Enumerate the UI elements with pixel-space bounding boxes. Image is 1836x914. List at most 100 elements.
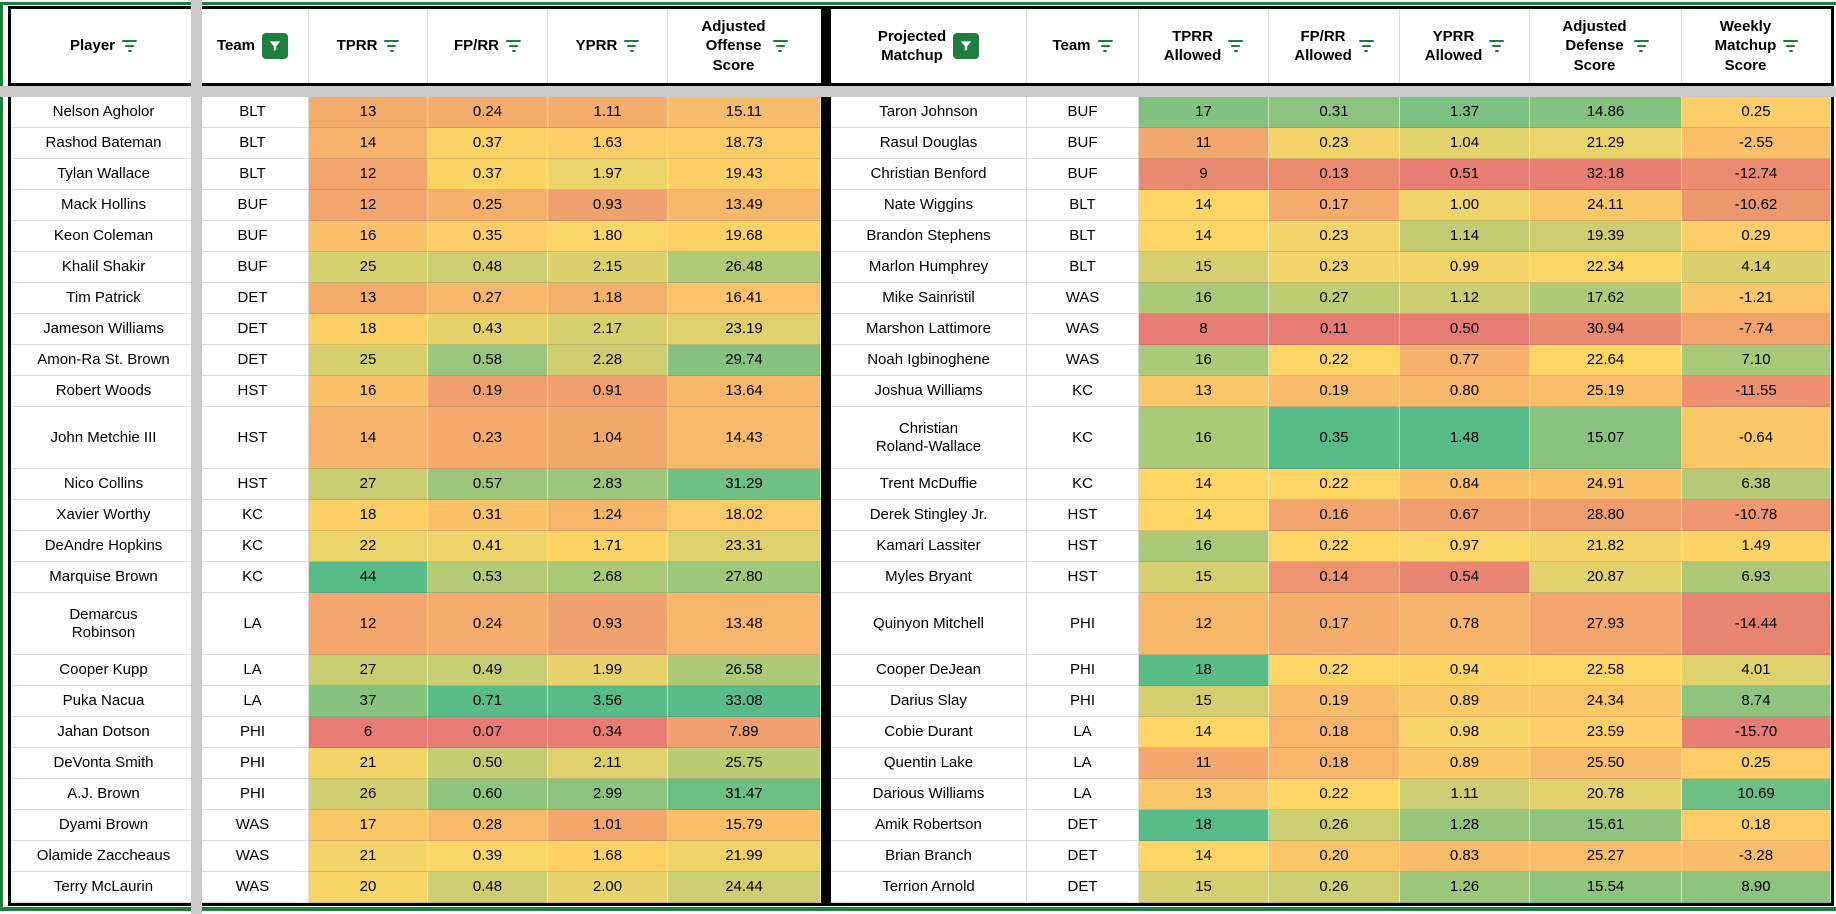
- fp-rr-cell[interactable]: 0.43: [428, 314, 548, 345]
- projected-matchup-cell[interactable]: Brian Branch: [831, 841, 1027, 872]
- header-right-team[interactable]: Team: [1027, 9, 1139, 83]
- adj-defense-score-cell[interactable]: 27.93: [1530, 593, 1682, 655]
- projected-matchup-cell[interactable]: Amik Robertson: [831, 810, 1027, 841]
- team-cell[interactable]: HST: [197, 407, 309, 469]
- player-cell[interactable]: A.J. Brown: [11, 779, 197, 810]
- tprr-cell[interactable]: 44: [309, 562, 428, 593]
- adj-offense-score-cell[interactable]: 26.58: [668, 655, 821, 686]
- filter-lines-icon[interactable]: [1633, 40, 1649, 52]
- fp-rr-allowed-cell[interactable]: 0.17: [1269, 593, 1400, 655]
- fp-rr-allowed-cell[interactable]: 0.26: [1269, 872, 1400, 903]
- tprr-allowed-cell[interactable]: 14: [1139, 190, 1269, 221]
- player-cell[interactable]: Tim Patrick: [11, 283, 197, 314]
- team-cell[interactable]: BLT: [1027, 221, 1139, 252]
- tprr-cell[interactable]: 12: [309, 593, 428, 655]
- team-cell[interactable]: BLT: [1027, 190, 1139, 221]
- team-cell[interactable]: KC: [197, 500, 309, 531]
- adj-offense-score-cell[interactable]: 15.11: [668, 97, 821, 128]
- yprr-allowed-cell[interactable]: 0.83: [1400, 841, 1530, 872]
- fp-rr-cell[interactable]: 0.37: [428, 159, 548, 190]
- tprr-allowed-cell[interactable]: 8: [1139, 314, 1269, 345]
- projected-matchup-cell[interactable]: Kamari Lassiter: [831, 531, 1027, 562]
- yprr-allowed-cell[interactable]: 1.12: [1400, 283, 1530, 314]
- tprr-allowed-cell[interactable]: 16: [1139, 345, 1269, 376]
- adj-offense-score-cell[interactable]: 19.68: [668, 221, 821, 252]
- fp-rr-allowed-cell[interactable]: 0.23: [1269, 221, 1400, 252]
- team-cell[interactable]: LA: [197, 593, 309, 655]
- adj-offense-score-cell[interactable]: 31.47: [668, 779, 821, 810]
- frozen-column-divider[interactable]: [191, 0, 202, 914]
- yprr-allowed-cell[interactable]: 1.14: [1400, 221, 1530, 252]
- team-cell[interactable]: KC: [1027, 376, 1139, 407]
- player-cell[interactable]: DeVonta Smith: [11, 748, 197, 779]
- filter-lines-icon[interactable]: [772, 40, 788, 52]
- fp-rr-cell[interactable]: 0.24: [428, 97, 548, 128]
- weekly-matchup-score-cell[interactable]: -0.64: [1682, 407, 1831, 469]
- yprr-cell[interactable]: 0.34: [548, 717, 668, 748]
- player-cell[interactable]: Mack Hollins: [11, 190, 197, 221]
- tprr-cell[interactable]: 13: [309, 283, 428, 314]
- adj-offense-score-cell[interactable]: 16.41: [668, 283, 821, 314]
- yprr-cell[interactable]: 2.17: [548, 314, 668, 345]
- tprr-cell[interactable]: 14: [309, 128, 428, 159]
- tprr-cell[interactable]: 26: [309, 779, 428, 810]
- fp-rr-cell[interactable]: 0.24: [428, 593, 548, 655]
- team-cell[interactable]: BUF: [1027, 159, 1139, 190]
- adj-defense-score-cell[interactable]: 14.86: [1530, 97, 1682, 128]
- team-cell[interactable]: WAS: [197, 810, 309, 841]
- yprr-allowed-cell[interactable]: 0.94: [1400, 655, 1530, 686]
- tprr-allowed-cell[interactable]: 14: [1139, 221, 1269, 252]
- yprr-allowed-cell[interactable]: 0.80: [1400, 376, 1530, 407]
- team-cell[interactable]: LA: [1027, 748, 1139, 779]
- header-right-yprr-allowed[interactable]: YPRR Allowed: [1400, 9, 1530, 83]
- fp-rr-cell[interactable]: 0.48: [428, 252, 548, 283]
- projected-matchup-cell[interactable]: Taron Johnson: [831, 97, 1027, 128]
- player-cell[interactable]: Rashod Bateman: [11, 128, 197, 159]
- projected-matchup-cell[interactable]: Brandon Stephens: [831, 221, 1027, 252]
- tprr-allowed-cell[interactable]: 14: [1139, 500, 1269, 531]
- fp-rr-allowed-cell[interactable]: 0.19: [1269, 686, 1400, 717]
- fp-rr-cell[interactable]: 0.07: [428, 717, 548, 748]
- adj-offense-score-cell[interactable]: 7.89: [668, 717, 821, 748]
- player-cell[interactable]: Demarcus Robinson: [11, 593, 197, 655]
- fp-rr-cell[interactable]: 0.19: [428, 376, 548, 407]
- tprr-allowed-cell[interactable]: 14: [1139, 841, 1269, 872]
- fp-rr-cell[interactable]: 0.25: [428, 190, 548, 221]
- projected-matchup-cell[interactable]: Marshon Lattimore: [831, 314, 1027, 345]
- tprr-allowed-cell[interactable]: 15: [1139, 252, 1269, 283]
- fp-rr-allowed-cell[interactable]: 0.14: [1269, 562, 1400, 593]
- tprr-allowed-cell[interactable]: 16: [1139, 531, 1269, 562]
- adj-defense-score-cell[interactable]: 22.34: [1530, 252, 1682, 283]
- team-cell[interactable]: DET: [1027, 872, 1139, 903]
- yprr-cell[interactable]: 2.15: [548, 252, 668, 283]
- header-right-fp-rr-allowed[interactable]: FP/RR Allowed: [1269, 9, 1400, 83]
- filter-lines-icon[interactable]: [1489, 40, 1505, 52]
- yprr-allowed-cell[interactable]: 1.04: [1400, 128, 1530, 159]
- yprr-allowed-cell[interactable]: 0.78: [1400, 593, 1530, 655]
- team-cell[interactable]: HST: [1027, 531, 1139, 562]
- team-cell[interactable]: LA: [197, 655, 309, 686]
- fp-rr-cell[interactable]: 0.39: [428, 841, 548, 872]
- adj-defense-score-cell[interactable]: 25.19: [1530, 376, 1682, 407]
- yprr-cell[interactable]: 1.24: [548, 500, 668, 531]
- fp-rr-cell[interactable]: 0.41: [428, 531, 548, 562]
- tprr-allowed-cell[interactable]: 18: [1139, 810, 1269, 841]
- adj-offense-score-cell[interactable]: 13.48: [668, 593, 821, 655]
- fp-rr-cell[interactable]: 0.37: [428, 128, 548, 159]
- adj-defense-score-cell[interactable]: 15.61: [1530, 810, 1682, 841]
- projected-matchup-cell[interactable]: Quentin Lake: [831, 748, 1027, 779]
- fp-rr-allowed-cell[interactable]: 0.26: [1269, 810, 1400, 841]
- adj-offense-score-cell[interactable]: 15.79: [668, 810, 821, 841]
- adj-defense-score-cell[interactable]: 24.91: [1530, 469, 1682, 500]
- header-left-adj-offense-score[interactable]: Adjusted Offense Score: [668, 9, 821, 83]
- fp-rr-cell[interactable]: 0.58: [428, 345, 548, 376]
- team-cell[interactable]: BLT: [197, 128, 309, 159]
- tprr-allowed-cell[interactable]: 9: [1139, 159, 1269, 190]
- fp-rr-allowed-cell[interactable]: 0.23: [1269, 252, 1400, 283]
- adj-offense-score-cell[interactable]: 27.80: [668, 562, 821, 593]
- header-right-tprr-allowed[interactable]: TPRR Allowed: [1139, 9, 1269, 83]
- team-cell[interactable]: KC: [1027, 407, 1139, 469]
- adj-offense-score-cell[interactable]: 21.99: [668, 841, 821, 872]
- team-cell[interactable]: PHI: [197, 717, 309, 748]
- team-cell[interactable]: WAS: [197, 841, 309, 872]
